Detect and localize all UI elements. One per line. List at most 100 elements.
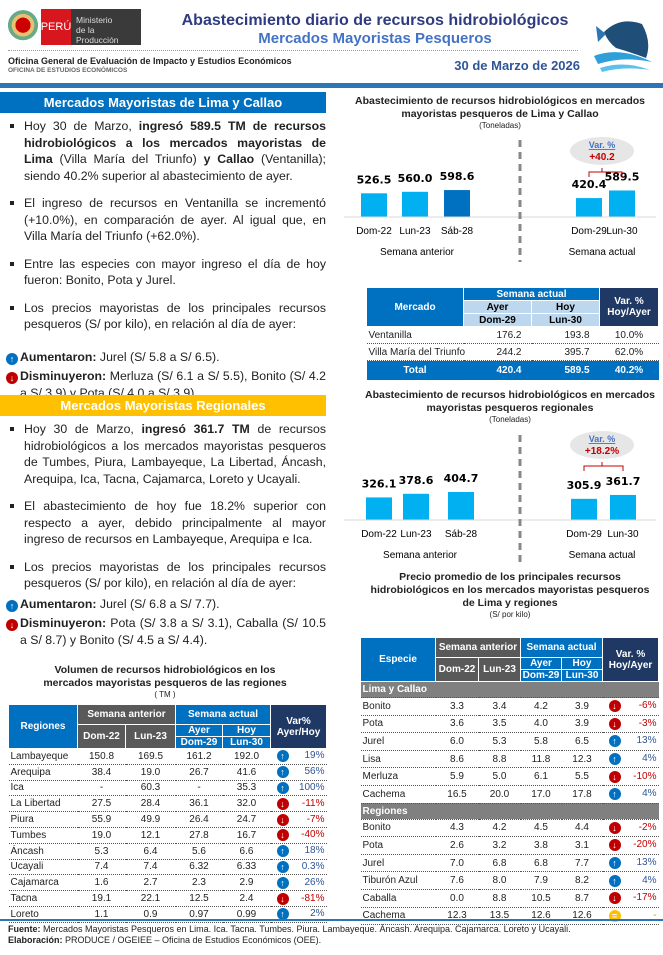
cell-value: 0.97 bbox=[175, 906, 223, 923]
regional-section-heading: Mercados Mayoristas Regionales bbox=[0, 395, 326, 416]
arrow-up-icon: ↑ bbox=[276, 845, 289, 858]
text-bold: ingresó 361.7 TM bbox=[141, 422, 250, 436]
cell-value: 5.9 bbox=[435, 767, 479, 786]
region-volume-table: Regiones Semana anterior Semana actual Var%… bbox=[8, 704, 328, 923]
cell-value: 3.6 bbox=[435, 715, 479, 734]
cell-value: 7.0 bbox=[435, 854, 479, 873]
lima-bullet-2: El ingreso de recursos en Ventanilla se … bbox=[8, 195, 326, 245]
data-label: 378.6 bbox=[399, 474, 434, 487]
cell-var: ↑ 13% bbox=[602, 732, 659, 751]
cell-value: 20.0 bbox=[478, 785, 521, 804]
cell-value: 2.3 bbox=[175, 874, 223, 892]
cell-value: 27.5 bbox=[77, 795, 126, 813]
page-subtitle: Mercados Mayoristas Pesqueros bbox=[258, 30, 492, 47]
chart-lima-unit: (Toneladas) bbox=[479, 121, 521, 130]
cell-value: 395.7 bbox=[531, 343, 600, 361]
cell-value: 8.6 bbox=[435, 750, 479, 769]
lima-bullets: Hoy 30 de Marzo, ingresó 589.5 TM de rec… bbox=[6, 118, 326, 404]
table-row: Cachema 16.5 20.0 17.0 17.8 ↑ 4% bbox=[360, 785, 659, 804]
total-row: Total 420.4 589.5 40.2% bbox=[366, 360, 659, 380]
section-row: Lima y Callao bbox=[360, 681, 659, 698]
cell-value: 2.6 bbox=[435, 836, 479, 855]
cell-value: 7.6 bbox=[435, 871, 479, 890]
down-label: Disminuyeron: bbox=[20, 616, 107, 630]
var-label: Var. % bbox=[589, 434, 616, 444]
cell-value: - bbox=[175, 780, 223, 797]
table-row: Bonito 4.3 4.2 4.5 4.4 ↓ -2% bbox=[360, 819, 659, 838]
table-row: Tacna 19.1 22.1 12.5 2.4 ↓ -81% bbox=[8, 890, 327, 907]
cell-value: 3.2 bbox=[478, 836, 521, 855]
category-label: Sáb-28 bbox=[441, 226, 474, 237]
cell-var: 62.0% bbox=[599, 343, 659, 361]
arrow-down-icon: ↓ bbox=[276, 829, 289, 842]
arrow-up-icon: ↑ bbox=[276, 876, 289, 889]
var-bubble bbox=[570, 431, 634, 459]
table-row: Pota 2.6 3.2 3.8 3.1 ↓ -20% bbox=[360, 836, 659, 855]
bar bbox=[610, 494, 636, 520]
table-row: Lisa 8.6 8.8 11.8 12.3 ↑ 4% bbox=[360, 750, 659, 769]
arrow-up-icon: ↑ bbox=[276, 908, 289, 921]
var-bracket bbox=[583, 462, 624, 471]
chart-regional-title: Abastecimiento de recursos hidrobiológic… bbox=[360, 389, 660, 424]
footer-source: Fuente: Mercados Mayoristas Pesqueros en… bbox=[8, 924, 571, 935]
up-text: Jurel (S/ 6.8 a S/ 7.7). bbox=[96, 596, 220, 611]
chart-lima-title-text: Abastecimiento de recursos hidrobiológic… bbox=[355, 95, 645, 120]
cell-value: 12.3 bbox=[561, 750, 603, 769]
table-row: Jurel 7.0 6.8 6.8 7.7 ↑ 13% bbox=[360, 854, 659, 873]
cell-value: 0.99 bbox=[222, 906, 271, 923]
row-label: La Libertad bbox=[8, 795, 78, 813]
cell-value: 5.0 bbox=[478, 767, 521, 786]
arrow-down-icon: ↓ bbox=[6, 372, 18, 384]
table-header: Var% Ayer/Hoy bbox=[270, 704, 328, 749]
table-header: Hoy bbox=[221, 724, 272, 737]
cell-value: 49.9 bbox=[125, 811, 176, 828]
table-row: Ucayali 7.4 7.4 6.32 6.33 ↑ 0.3% bbox=[8, 859, 327, 876]
arrow-up-icon: ↑ bbox=[608, 753, 621, 766]
up-label: Aumentaron: bbox=[20, 349, 97, 364]
cell-value: 4.2 bbox=[520, 697, 562, 716]
fish-logo-icon bbox=[594, 21, 652, 72]
price-table-title: Precio promedio de los principales recur… bbox=[370, 571, 650, 619]
cell-value: 5.8 bbox=[520, 732, 562, 751]
logo-ministry-line1: Ministerio bbox=[76, 15, 113, 25]
cell-var: ↑ 4% bbox=[602, 871, 659, 890]
cell-value: 192.0 bbox=[222, 748, 271, 765]
bar bbox=[403, 493, 429, 520]
arrow-down-icon: ↓ bbox=[608, 770, 621, 783]
table-header: Semana actual bbox=[174, 704, 272, 725]
row-label: Tacna bbox=[8, 890, 78, 907]
equal-icon: = bbox=[608, 909, 621, 922]
table-header: Dom-29 bbox=[463, 313, 532, 327]
cell-value: 150.8 bbox=[77, 748, 126, 765]
chart-lima: 526.5 Dom-22 560.0 Lun-23 598.6 Sáb-28 Semana … bbox=[344, 137, 656, 262]
cell-value: 6.6 bbox=[222, 843, 271, 860]
text: Hoy 30 de Marzo, bbox=[24, 422, 142, 436]
down-label: Disminuyeron: bbox=[20, 369, 107, 383]
cell-value: 8.0 bbox=[478, 871, 521, 890]
source-text: Mercados Mayoristas Pesqueros en Lima. I… bbox=[40, 924, 571, 934]
cell-value: 32.0 bbox=[222, 795, 271, 813]
cell-value: 244.2 bbox=[463, 343, 532, 361]
cell-value: 176.2 bbox=[463, 326, 532, 344]
var-bubble bbox=[570, 137, 634, 165]
cell-var: ↑ 56% bbox=[270, 764, 327, 781]
lima-section-heading: Mercados Mayoristas de Lima y Callao bbox=[0, 92, 326, 113]
footer-divider bbox=[0, 919, 663, 921]
table-header: Ayer bbox=[463, 300, 532, 314]
table-row: Tumbes 19.0 12.1 27.8 16.7 ↓ -40% bbox=[8, 827, 327, 844]
cell-value: 5.3 bbox=[77, 843, 126, 860]
cell-value: 7.7 bbox=[561, 854, 603, 873]
cell-var: ↓ -17% bbox=[602, 889, 659, 908]
report-date: 30 de Marzo de 2026 bbox=[454, 58, 580, 73]
cell-var: ↑ 13% bbox=[602, 854, 659, 873]
row-label: Merluza bbox=[360, 767, 436, 786]
cell-var: ↓ -40% bbox=[270, 827, 327, 844]
price-table-unit: (S/ por kilo) bbox=[489, 610, 531, 619]
office-subname: OFICINA DE ESTUDIOS ECONÓMICOS bbox=[8, 67, 128, 74]
regional-price-down: ↓ Disminuyeron: Pota (S/ 3.8 a S/ 3.1), C… bbox=[6, 615, 326, 648]
cell-value: 28.4 bbox=[125, 795, 176, 813]
data-label: 526.5 bbox=[357, 173, 392, 186]
chart-regional: 326.1 Dom-22 378.6 Lun-23 404.7 Sáb-28 Semana … bbox=[344, 431, 656, 565]
row-label: Jurel bbox=[360, 732, 436, 751]
cell-value: 16.5 bbox=[435, 785, 479, 804]
